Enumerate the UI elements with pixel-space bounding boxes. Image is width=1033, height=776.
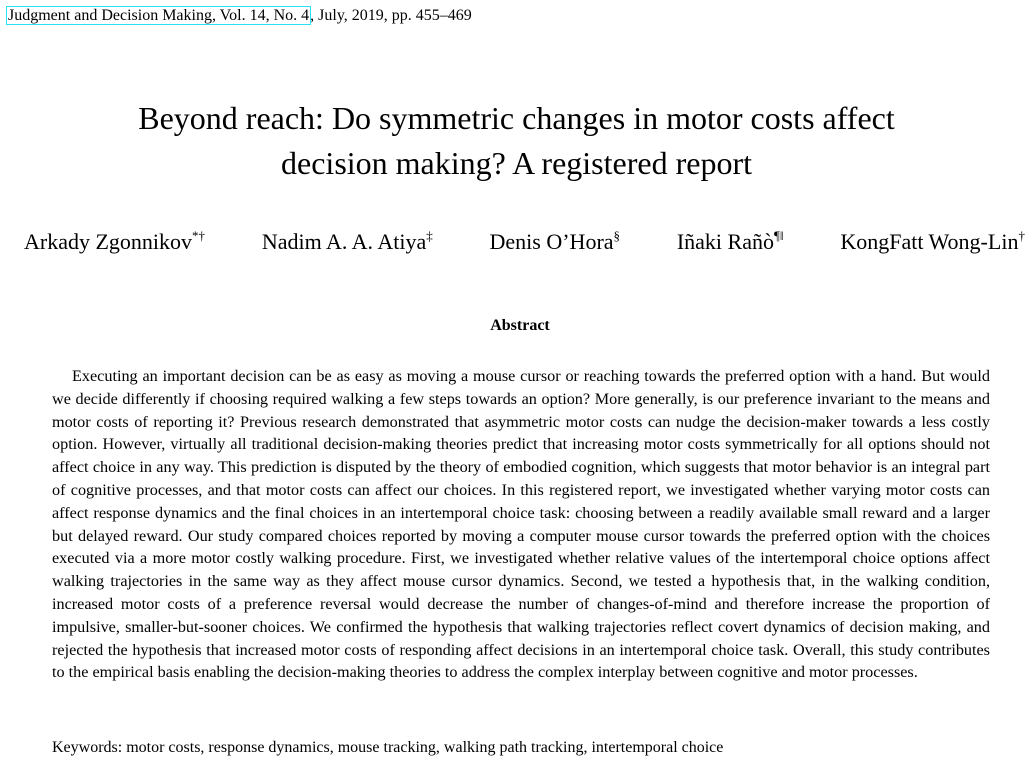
title-line-2: decision making? A registered report xyxy=(281,145,752,181)
author: Denis O’Hora§ xyxy=(490,227,621,257)
author-list: Arkady Zgonnikov*† Nadim A. A. Atiya‡ De… xyxy=(24,227,1025,257)
author-name: Arkady Zgonnikov xyxy=(24,229,193,254)
author-name: KongFatt Wong-Lin xyxy=(840,229,1019,254)
author-name: Denis O’Hora xyxy=(489,229,614,254)
author: Nadim A. A. Atiya‡ xyxy=(262,227,433,257)
journal-citation-link[interactable]: Judgment and Decision Making, Vol. 14, N… xyxy=(5,6,312,25)
abstract-text: Executing an important decision can be a… xyxy=(52,367,990,682)
author: KongFatt Wong-Lin† xyxy=(840,227,1025,257)
title-line-1: Beyond reach: Do symmetric changes in mo… xyxy=(138,100,895,136)
paper-title: Beyond reach: Do symmetric changes in mo… xyxy=(0,96,1033,186)
author-affiliation-marks: *† xyxy=(192,228,206,243)
author-name: Nadim A. A. Atiya xyxy=(261,229,427,254)
author-affiliation-marks: ¶‖ xyxy=(774,228,784,243)
journal-header: Judgment and Decision Making, Vol. 14, N… xyxy=(5,6,472,26)
abstract-heading: Abstract xyxy=(490,317,550,334)
author-name: Iñaki Rañò xyxy=(676,229,774,254)
author-affiliation-marks: § xyxy=(613,228,621,243)
author: Arkady Zgonnikov*† xyxy=(24,227,205,257)
issue-details: , July, 2019, pp. 455–469 xyxy=(310,7,472,24)
author-affiliation-marks: † xyxy=(1018,228,1025,243)
keywords-line: Keywords: motor costs, response dynamics… xyxy=(52,739,724,756)
author-affiliation-marks: ‡ xyxy=(426,228,433,243)
author: Iñaki Rañò¶‖ xyxy=(677,227,784,257)
